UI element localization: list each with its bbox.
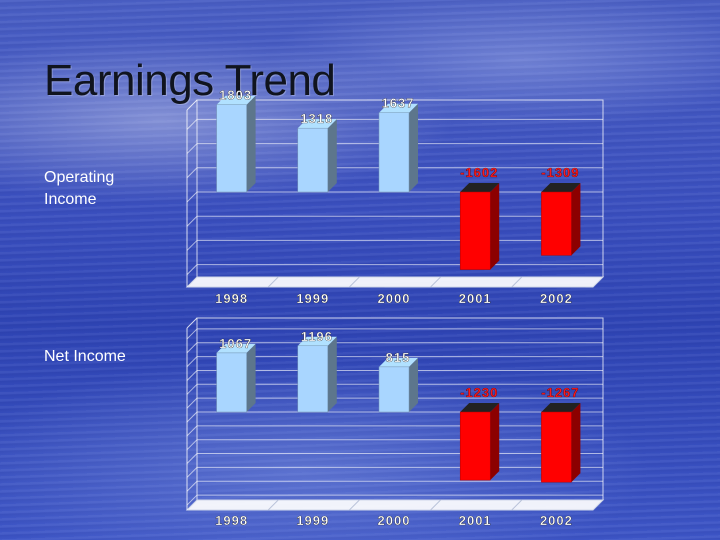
data-label-2002: -1267 xyxy=(541,385,579,400)
grid-tick xyxy=(186,215,198,227)
floor xyxy=(185,276,605,288)
bar-front xyxy=(297,127,329,193)
bar-side xyxy=(571,183,581,256)
category-divider xyxy=(267,499,279,511)
left-wall-top xyxy=(186,317,198,329)
bar-2001 xyxy=(459,403,500,481)
bar-side xyxy=(246,95,256,192)
grid-tick xyxy=(186,240,198,251)
x-tick-label-1998: 1998 xyxy=(215,513,248,528)
grid-tick xyxy=(186,328,198,340)
bar-top xyxy=(379,357,418,367)
data-label-1998: 1067 xyxy=(219,336,252,351)
grid-tick xyxy=(186,119,198,130)
bar-side xyxy=(409,103,418,192)
bar-side xyxy=(327,336,337,412)
x-tick-label-2001: 2001 xyxy=(459,513,492,528)
category-divider xyxy=(267,276,279,288)
grid-tick xyxy=(186,167,198,179)
category-divider xyxy=(430,499,441,511)
grid-tick xyxy=(186,356,198,367)
category-divider xyxy=(511,276,523,288)
x-tick-label-2002: 2002 xyxy=(540,291,573,306)
bar-top xyxy=(216,343,256,353)
floor xyxy=(185,499,605,511)
data-label-2000: 1637 xyxy=(382,96,415,111)
bar-top xyxy=(297,119,337,129)
bar-1998 xyxy=(216,95,256,193)
bar-front xyxy=(378,112,410,193)
category-divider xyxy=(511,499,523,511)
bar-2000 xyxy=(378,103,418,193)
bar-1999 xyxy=(297,119,337,193)
bar-side xyxy=(490,183,500,270)
grid-tick xyxy=(186,370,198,381)
bar-top xyxy=(379,103,418,113)
bar-side xyxy=(490,403,500,481)
x-tick-label-1998: 1998 xyxy=(215,291,248,306)
bar-side xyxy=(571,403,581,483)
x-tick-label-2000: 2000 xyxy=(378,513,411,528)
grid-tick xyxy=(186,494,198,506)
bar-front xyxy=(541,411,572,483)
category-divider xyxy=(349,499,360,511)
bar-front xyxy=(541,191,572,256)
grid-tick xyxy=(186,425,198,437)
operating-income-label: Operating Income xyxy=(44,169,115,208)
bar-front xyxy=(459,411,491,481)
x-tick-label-2000: 2000 xyxy=(378,291,411,306)
bar-front xyxy=(459,191,491,270)
grid-tick xyxy=(186,397,198,409)
net-income-label: Net Income xyxy=(44,348,126,365)
bar-front xyxy=(378,366,410,413)
grid-tick xyxy=(186,453,198,464)
x-tick-label-2001: 2001 xyxy=(459,291,492,306)
grid-tick xyxy=(186,143,198,154)
bar-2002 xyxy=(541,183,581,256)
bar-2002 xyxy=(541,403,581,483)
bar-side xyxy=(409,357,418,412)
data-label-1998: 1803 xyxy=(219,88,252,103)
grid-tick xyxy=(186,191,198,203)
data-label-2000: 815 xyxy=(386,350,411,365)
page-title: Earnings Trend xyxy=(44,56,336,105)
bar-front xyxy=(216,352,247,413)
bar-top xyxy=(541,403,581,412)
bar-2000 xyxy=(378,357,418,413)
grid-tick xyxy=(186,480,198,492)
category-divider xyxy=(349,276,360,288)
grid-tick xyxy=(186,264,198,275)
bar-side xyxy=(327,119,337,192)
left-wall-top xyxy=(186,99,198,111)
bar-top xyxy=(216,95,256,105)
x-tick-label-1999: 1999 xyxy=(296,291,329,306)
bar-front xyxy=(216,104,247,193)
bar-top xyxy=(460,403,500,412)
grid-tick xyxy=(186,383,198,395)
grid-tick xyxy=(186,467,198,478)
category-divider xyxy=(430,276,441,288)
bar-1999 xyxy=(297,336,337,413)
data-label-1999: 1196 xyxy=(301,329,333,344)
bar-top xyxy=(460,183,500,192)
x-tick-label-2002: 2002 xyxy=(540,513,573,528)
bar-1998 xyxy=(216,343,256,413)
bar-2001 xyxy=(459,183,500,270)
bar-top xyxy=(541,183,581,192)
data-label-1999: 1318 xyxy=(300,111,333,126)
bar-top xyxy=(297,336,337,346)
bar-front xyxy=(297,345,329,413)
bar-side xyxy=(246,343,256,412)
data-label-2001: -1230 xyxy=(460,385,498,400)
data-label-2002: -1309 xyxy=(541,165,579,180)
grid-tick xyxy=(186,342,198,354)
data-label-2001: -1602 xyxy=(460,165,498,180)
grid-tick xyxy=(186,439,198,451)
grid-tick xyxy=(186,411,198,423)
x-tick-label-1999: 1999 xyxy=(296,513,329,528)
